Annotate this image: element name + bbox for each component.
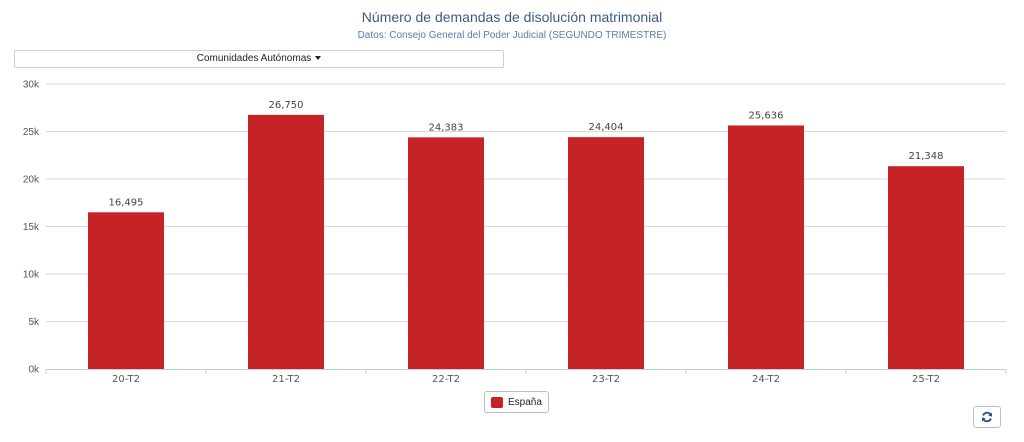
x-tick-label: 22-T2	[432, 374, 460, 385]
bar[interactable]	[728, 125, 804, 369]
bar[interactable]	[408, 137, 484, 369]
chart-subtitle: Datos: Consejo General del Poder Judicia…	[357, 30, 667, 41]
x-tick-label: 23-T2	[592, 374, 620, 385]
legend-label: España	[508, 396, 542, 408]
y-tick-label: 30k	[23, 80, 40, 91]
data-label: 24,404	[589, 122, 624, 133]
x-tick-label: 25-T2	[912, 374, 940, 385]
refresh-button[interactable]	[973, 406, 1001, 428]
data-label: 26,750	[269, 100, 304, 111]
region-dropdown[interactable]: Comunidades Autónomas	[14, 50, 504, 68]
x-tick-label: 24-T2	[752, 374, 780, 385]
region-dropdown-label: Comunidades Autónomas	[196, 53, 312, 64]
y-tick-label: 10k	[23, 270, 40, 281]
bar[interactable]	[888, 166, 964, 369]
data-label: 25,636	[749, 110, 784, 121]
data-label: 16,495	[109, 197, 144, 208]
data-label: 21,348	[909, 151, 944, 162]
caret-down-icon	[315, 56, 322, 61]
x-tick-label: 20-T2	[112, 374, 140, 385]
y-tick-label: 0k	[28, 365, 40, 376]
x-tick-label: 21-T2	[272, 374, 300, 385]
chart-title: Número de demandas de disolución matrimo…	[361, 9, 663, 25]
y-tick-label: 20k	[23, 175, 40, 186]
y-tick-label: 25k	[23, 127, 40, 138]
legend-item-espana[interactable]: España	[484, 391, 549, 413]
legend-swatch	[491, 396, 503, 408]
y-tick-label: 5k	[28, 317, 40, 328]
refresh-icon	[982, 411, 992, 423]
bar[interactable]	[88, 212, 164, 369]
bar[interactable]	[248, 114, 324, 369]
data-label: 24,383	[429, 122, 464, 133]
bar[interactable]	[568, 137, 644, 369]
y-tick-label: 15k	[23, 222, 40, 233]
